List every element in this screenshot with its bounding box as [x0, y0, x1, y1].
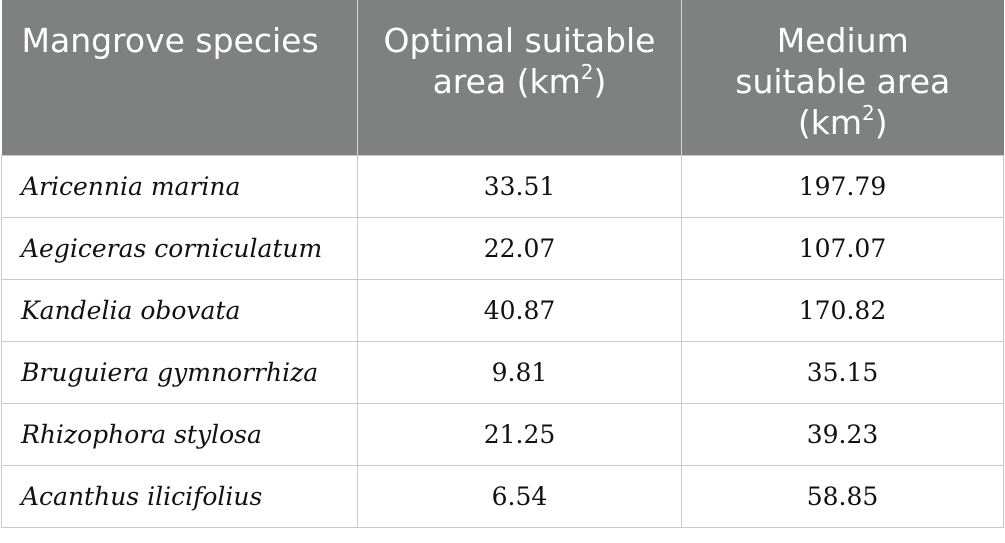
- species-cell: Rhizophora stylosa: [1, 402, 358, 466]
- species-cell: Aricennia marina: [1, 154, 358, 218]
- header-optimal-superscript: 2: [580, 60, 594, 84]
- header-medium-superscript: 2: [862, 101, 875, 125]
- table-row: Aricennia marina 33.51 197.79: [1, 154, 1004, 218]
- table-header: Mangrove species Optimal suitable area (…: [1, 0, 1004, 155]
- species-cell: Acanthus ilicifolius: [1, 464, 358, 528]
- header-medium-line1: Medium: [776, 21, 909, 60]
- header-species-label: Mangrove species: [21, 21, 319, 60]
- medium-area-cell: 39.23: [681, 402, 1004, 466]
- mangrove-suitable-area-table: Mangrove species Optimal suitable area (…: [1, 0, 1004, 528]
- header-medium-close: ): [874, 103, 888, 142]
- header-optimal-line1: Optimal suitable: [383, 21, 656, 60]
- medium-area-cell: 35.15: [681, 340, 1004, 404]
- medium-area-cell: 197.79: [681, 154, 1004, 218]
- header-medium-line2: suitable area: [735, 62, 951, 101]
- header-optimal-close: ): [593, 62, 607, 101]
- header-row: Mangrove species Optimal suitable area (…: [1, 0, 1004, 155]
- optimal-area-cell: 40.87: [357, 278, 682, 342]
- optimal-area-cell: 33.51: [357, 154, 682, 218]
- header-medium-area: Medium suitable area (km2): [681, 0, 1004, 155]
- medium-area-cell: 170.82: [681, 278, 1004, 342]
- species-cell: Kandelia obovata: [1, 278, 358, 342]
- species-cell: Aegiceras corniculatum: [1, 216, 358, 280]
- optimal-area-cell: 21.25: [357, 402, 682, 466]
- table-row: Aegiceras corniculatum 22.07 107.07: [1, 216, 1004, 280]
- medium-area-cell: 58.85: [681, 464, 1004, 528]
- header-optimal-area: Optimal suitable area (km2): [357, 0, 682, 155]
- header-medium-line3: (km: [797, 103, 863, 142]
- medium-area-cell: 107.07: [681, 216, 1004, 280]
- table-row: Kandelia obovata 40.87 170.82: [1, 278, 1004, 342]
- table-row: Bruguiera gymnorrhiza 9.81 35.15: [1, 340, 1004, 404]
- table-row: Acanthus ilicifolius 6.54 58.85: [1, 464, 1004, 528]
- optimal-area-cell: 9.81: [357, 340, 682, 404]
- header-optimal-line2: area (km: [432, 62, 581, 101]
- table-row: Rhizophora stylosa 21.25 39.23: [1, 402, 1004, 466]
- header-species: Mangrove species: [1, 0, 358, 155]
- optimal-area-cell: 22.07: [357, 216, 682, 280]
- species-cell: Bruguiera gymnorrhiza: [1, 340, 358, 404]
- table-body: Aricennia marina 33.51 197.79 Aegiceras …: [1, 154, 1004, 528]
- optimal-area-cell: 6.54: [357, 464, 682, 528]
